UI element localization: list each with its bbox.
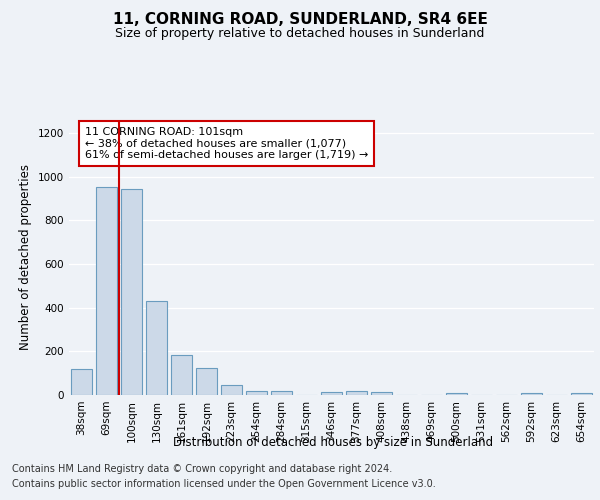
Bar	[521, 394, 542, 395]
Text: Contains HM Land Registry data © Crown copyright and database right 2024.: Contains HM Land Registry data © Crown c…	[12, 464, 392, 474]
Bar	[371, 392, 392, 395]
Text: Distribution of detached houses by size in Sunderland: Distribution of detached houses by size …	[173, 436, 493, 449]
Bar	[571, 394, 592, 395]
Bar	[121, 188, 142, 395]
Bar	[221, 385, 242, 395]
Bar	[196, 368, 217, 395]
Bar	[246, 390, 267, 395]
Y-axis label: Number of detached properties: Number of detached properties	[19, 164, 32, 350]
Bar	[171, 354, 192, 395]
Bar	[321, 392, 342, 395]
Bar	[71, 369, 92, 395]
Bar	[446, 394, 467, 395]
Bar	[346, 390, 367, 395]
Text: 11 CORNING ROAD: 101sqm
← 38% of detached houses are smaller (1,077)
61% of semi: 11 CORNING ROAD: 101sqm ← 38% of detache…	[85, 127, 368, 160]
Bar	[146, 301, 167, 395]
Text: 11, CORNING ROAD, SUNDERLAND, SR4 6EE: 11, CORNING ROAD, SUNDERLAND, SR4 6EE	[113, 12, 487, 28]
Text: Size of property relative to detached houses in Sunderland: Size of property relative to detached ho…	[115, 28, 485, 40]
Bar	[271, 390, 292, 395]
Bar	[96, 186, 117, 395]
Text: Contains public sector information licensed under the Open Government Licence v3: Contains public sector information licen…	[12, 479, 436, 489]
